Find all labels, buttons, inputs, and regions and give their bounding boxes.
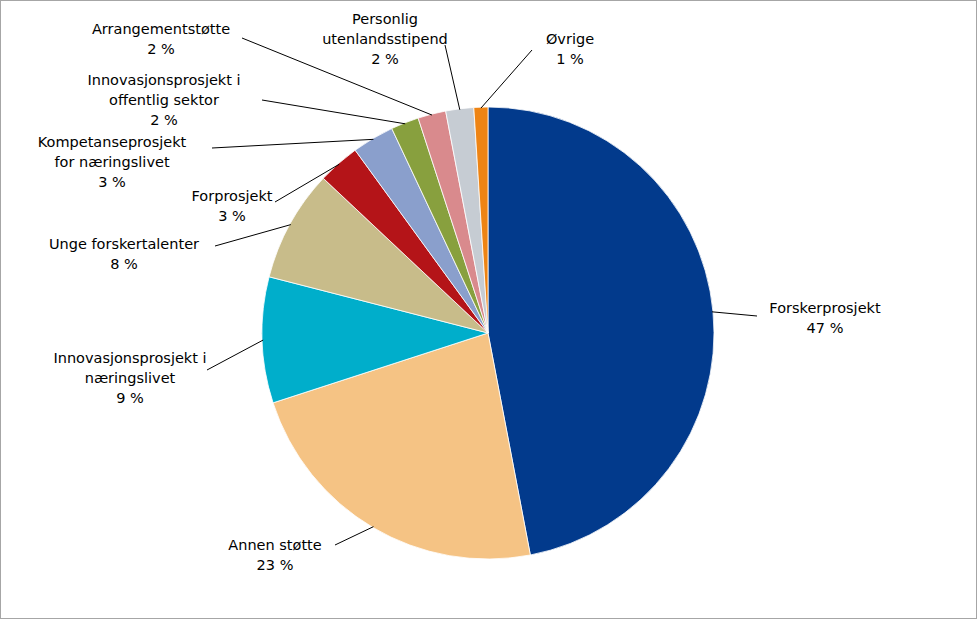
data-label: 8 % (110, 256, 138, 272)
chart-svg: Forskerprosjekt 47 % Annen støtte 23 % Innov… (0, 0, 977, 619)
slice-label-line: næringslivet (85, 370, 176, 386)
slice-label-line: Innovasjonsprosjekt i (53, 350, 206, 366)
data-label: 47 % (807, 320, 844, 336)
slice-label-line: Øvrige (546, 31, 594, 47)
data-label: 2 % (147, 41, 175, 57)
slice-label: Kompetanseprosjekt for næringslivet (38, 134, 187, 170)
pie-slice (474, 107, 488, 333)
slice-label-line: Kompetanseprosjekt (38, 134, 187, 150)
slices (262, 107, 714, 559)
slice-label: Innovasjonsprosjekt i offentlig sektor (87, 72, 240, 108)
data-label: 3 % (218, 208, 246, 224)
slice-label: Personlig utenlandsstipend (322, 11, 448, 47)
pie-slice (488, 107, 714, 555)
data-label: 2 % (150, 112, 178, 128)
slice-label-line: Innovasjonsprosjekt i (87, 72, 240, 88)
slice-label: Innovasjonsprosjekt i næringslivet (53, 350, 206, 386)
data-label: 9 % (116, 390, 144, 406)
leader-line (242, 38, 432, 115)
slice-label-line: Annen støtte (228, 537, 322, 553)
chart-frame (1, 1, 977, 619)
slice-label: Forskerprosjekt (769, 300, 881, 316)
labels: Forskerprosjekt 47 % Annen støtte 23 % Innov… (38, 11, 881, 573)
leader-line (275, 164, 339, 202)
slice-label-line: for næringslivet (54, 154, 169, 170)
pie-slice (446, 107, 488, 333)
slice-label: Øvrige (546, 31, 594, 47)
slice-label-line: Forskerprosjekt (769, 300, 881, 316)
leader-lines (207, 38, 757, 545)
slice-label: Arrangementstøtte (92, 21, 230, 37)
leader-line (262, 100, 405, 124)
slice-label-line: Arrangementstøtte (92, 21, 230, 37)
data-label: 23 % (257, 557, 294, 573)
leader-line (481, 50, 532, 108)
slice-label-line: Unge forskertalenter (49, 236, 199, 252)
slice-label: Annen støtte (228, 537, 322, 553)
data-label: 3 % (98, 174, 126, 190)
slice-label-line: Personlig (352, 11, 418, 27)
slice-label: Unge forskertalenter (49, 236, 199, 252)
leader-line (215, 225, 291, 246)
slice-label-line: utenlandsstipend (322, 31, 448, 47)
slice-label: Forprosjekt (192, 188, 273, 204)
leader-line (335, 527, 373, 545)
data-label: 1 % (556, 51, 584, 67)
leader-line (712, 312, 757, 316)
leader-line (212, 139, 373, 148)
slice-label-line: Forprosjekt (192, 188, 273, 204)
chart-container: Forskerprosjekt 47 % Annen støtte 23 % Innov… (0, 0, 977, 619)
leader-line (207, 340, 263, 370)
slice-label-line: offentlig sektor (109, 92, 219, 108)
leader-line (445, 45, 460, 110)
data-label: 2 % (371, 51, 399, 67)
